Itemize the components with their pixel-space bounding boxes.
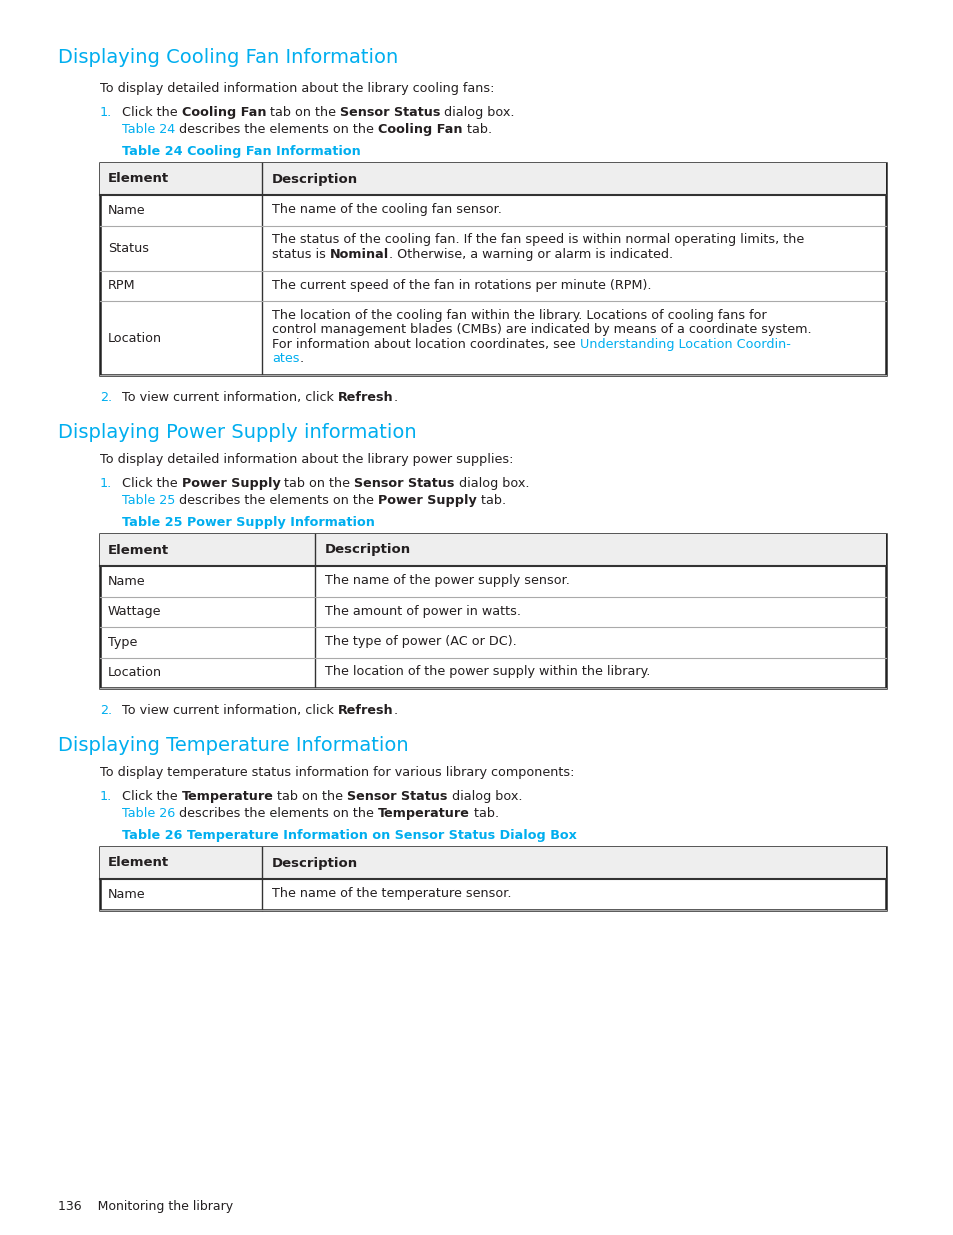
Text: Name: Name: [108, 888, 146, 900]
Text: Status: Status: [108, 242, 149, 254]
Text: Sensor Status: Sensor Status: [347, 790, 447, 803]
Text: 136    Monitoring the library: 136 Monitoring the library: [58, 1200, 233, 1213]
Text: To view current information, click: To view current information, click: [122, 391, 337, 404]
Text: Name: Name: [108, 204, 146, 217]
Text: Table 25 Power Supply Information: Table 25 Power Supply Information: [122, 516, 375, 529]
Text: tab on the: tab on the: [274, 790, 347, 803]
Text: Nominal: Nominal: [330, 248, 389, 261]
Text: Sensor Status: Sensor Status: [340, 106, 440, 119]
Text: Location: Location: [108, 666, 162, 679]
Text: Power Supply: Power Supply: [181, 477, 280, 490]
Text: tab on the: tab on the: [266, 106, 340, 119]
Text: Table 26 Temperature Information on Sensor Status Dialog Box: Table 26 Temperature Information on Sens…: [122, 829, 577, 842]
Text: Table 24 Cooling Fan Information: Table 24 Cooling Fan Information: [122, 144, 360, 158]
Text: Displaying Temperature Information: Displaying Temperature Information: [58, 736, 408, 755]
Text: Refresh: Refresh: [337, 704, 393, 718]
Text: describes the elements on the: describes the elements on the: [175, 124, 377, 136]
Text: Description: Description: [325, 543, 411, 557]
Text: Understanding Location Coordin-: Understanding Location Coordin-: [579, 338, 790, 351]
Text: To display temperature status information for various library components:: To display temperature status informatio…: [100, 766, 574, 779]
Bar: [100, 534, 885, 566]
Text: Element: Element: [108, 173, 169, 185]
Text: Location: Location: [108, 331, 162, 345]
Text: Cooling Fan: Cooling Fan: [181, 106, 266, 119]
Text: Temperature: Temperature: [377, 806, 470, 820]
Text: Refresh: Refresh: [337, 391, 393, 404]
Bar: [100, 847, 885, 879]
Text: Description: Description: [272, 173, 357, 185]
Bar: [100, 534, 885, 688]
Text: . Otherwise, a warning or alarm is indicated.: . Otherwise, a warning or alarm is indic…: [389, 248, 673, 261]
Text: RPM: RPM: [108, 279, 135, 293]
Text: Element: Element: [108, 857, 169, 869]
Text: Click the: Click the: [122, 790, 181, 803]
Text: .: .: [393, 704, 397, 718]
Text: Click the: Click the: [122, 477, 181, 490]
Text: The name of the cooling fan sensor.: The name of the cooling fan sensor.: [272, 203, 501, 216]
Text: Sensor Status: Sensor Status: [354, 477, 455, 490]
Text: 1.: 1.: [100, 790, 112, 803]
Text: control management blades (CMBs) are indicated by means of a coordinate system.: control management blades (CMBs) are ind…: [272, 324, 811, 336]
Bar: [100, 847, 885, 909]
Text: The location of the cooling fan within the library. Locations of cooling fans fo: The location of the cooling fan within t…: [272, 309, 766, 322]
Text: describes the elements on the: describes the elements on the: [175, 806, 377, 820]
Text: Type: Type: [108, 636, 137, 648]
Text: Power Supply: Power Supply: [377, 494, 476, 508]
Text: To view current information, click: To view current information, click: [122, 704, 337, 718]
Bar: [100, 163, 885, 195]
Text: The name of the temperature sensor.: The name of the temperature sensor.: [272, 887, 511, 900]
Text: Name: Name: [108, 574, 146, 588]
Text: .: .: [299, 352, 303, 366]
Text: 1.: 1.: [100, 106, 112, 119]
Text: The amount of power in watts.: The amount of power in watts.: [325, 604, 520, 618]
Text: To display detailed information about the library cooling fans:: To display detailed information about th…: [100, 82, 494, 95]
Text: The name of the power supply sensor.: The name of the power supply sensor.: [325, 574, 569, 587]
Text: Wattage: Wattage: [108, 605, 161, 619]
Text: dialog box.: dialog box.: [447, 790, 522, 803]
Text: To display detailed information about the library power supplies:: To display detailed information about th…: [100, 453, 513, 466]
Text: For information about location coordinates, see: For information about location coordinat…: [272, 338, 579, 351]
Text: Table 24: Table 24: [122, 124, 175, 136]
Text: dialog box.: dialog box.: [455, 477, 529, 490]
Text: The current speed of the fan in rotations per minute (RPM).: The current speed of the fan in rotation…: [272, 279, 651, 291]
Text: 1.: 1.: [100, 477, 112, 490]
Text: dialog box.: dialog box.: [440, 106, 515, 119]
Text: tab on the: tab on the: [280, 477, 354, 490]
Text: Description: Description: [272, 857, 357, 869]
Text: Displaying Power Supply information: Displaying Power Supply information: [58, 424, 416, 442]
Text: The type of power (AC or DC).: The type of power (AC or DC).: [325, 635, 517, 648]
Text: Click the: Click the: [122, 106, 181, 119]
Text: Cooling Fan: Cooling Fan: [377, 124, 462, 136]
Text: status is: status is: [272, 248, 330, 261]
Text: Temperature: Temperature: [181, 790, 274, 803]
Text: ates: ates: [272, 352, 299, 366]
Text: Element: Element: [108, 543, 169, 557]
Text: The location of the power supply within the library.: The location of the power supply within …: [325, 666, 650, 678]
Text: Table 26: Table 26: [122, 806, 175, 820]
Text: tab.: tab.: [462, 124, 491, 136]
Text: describes the elements on the: describes the elements on the: [175, 494, 377, 508]
Text: .: .: [393, 391, 397, 404]
Text: tab.: tab.: [470, 806, 498, 820]
Text: 2.: 2.: [100, 391, 112, 404]
Bar: [100, 163, 885, 375]
Text: Displaying Cooling Fan Information: Displaying Cooling Fan Information: [58, 48, 397, 67]
Text: Table 25: Table 25: [122, 494, 175, 508]
Text: tab.: tab.: [476, 494, 506, 508]
Text: 2.: 2.: [100, 704, 112, 718]
Text: The status of the cooling fan. If the fan speed is within normal operating limit: The status of the cooling fan. If the fa…: [272, 233, 803, 247]
